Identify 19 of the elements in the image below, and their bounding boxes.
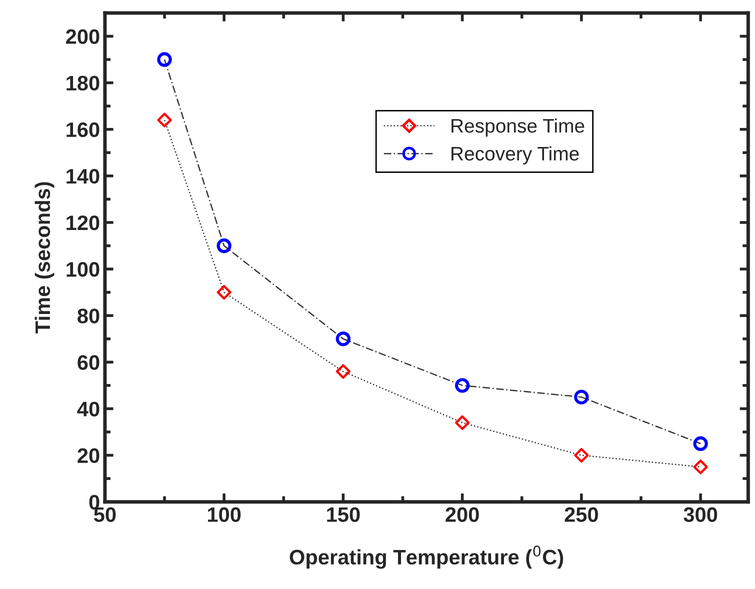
y-tick-label: 160 [66, 122, 100, 138]
x-tick-label: 100 [208, 507, 241, 522]
y-tick-label: 60 [78, 355, 100, 370]
x-tick-label: 300 [684, 507, 718, 522]
legend-label: Recovery Time [452, 146, 579, 164]
x-axis-title: Operating Temperature ($^{0}$C) [290, 546, 564, 569]
y-axis-title: Time (seconds) [34, 182, 54, 334]
y-tick-label: 140 [66, 168, 100, 184]
legend-label: Response Time [452, 118, 584, 137]
y-tick-label: 20 [78, 448, 100, 464]
y-tick-label: 100 [66, 262, 100, 277]
x-tick-label: 200 [446, 507, 479, 522]
y-tick-label: 80 [78, 308, 100, 324]
y-tick-label: 120 [66, 215, 100, 230]
x-tick-label: 150 [327, 507, 360, 522]
x-tick-label: 250 [564, 507, 598, 522]
y-tick-label: 40 [77, 402, 100, 416]
y-tick-label: 200 [66, 29, 100, 44]
y-tick-label: 180 [66, 76, 100, 91]
